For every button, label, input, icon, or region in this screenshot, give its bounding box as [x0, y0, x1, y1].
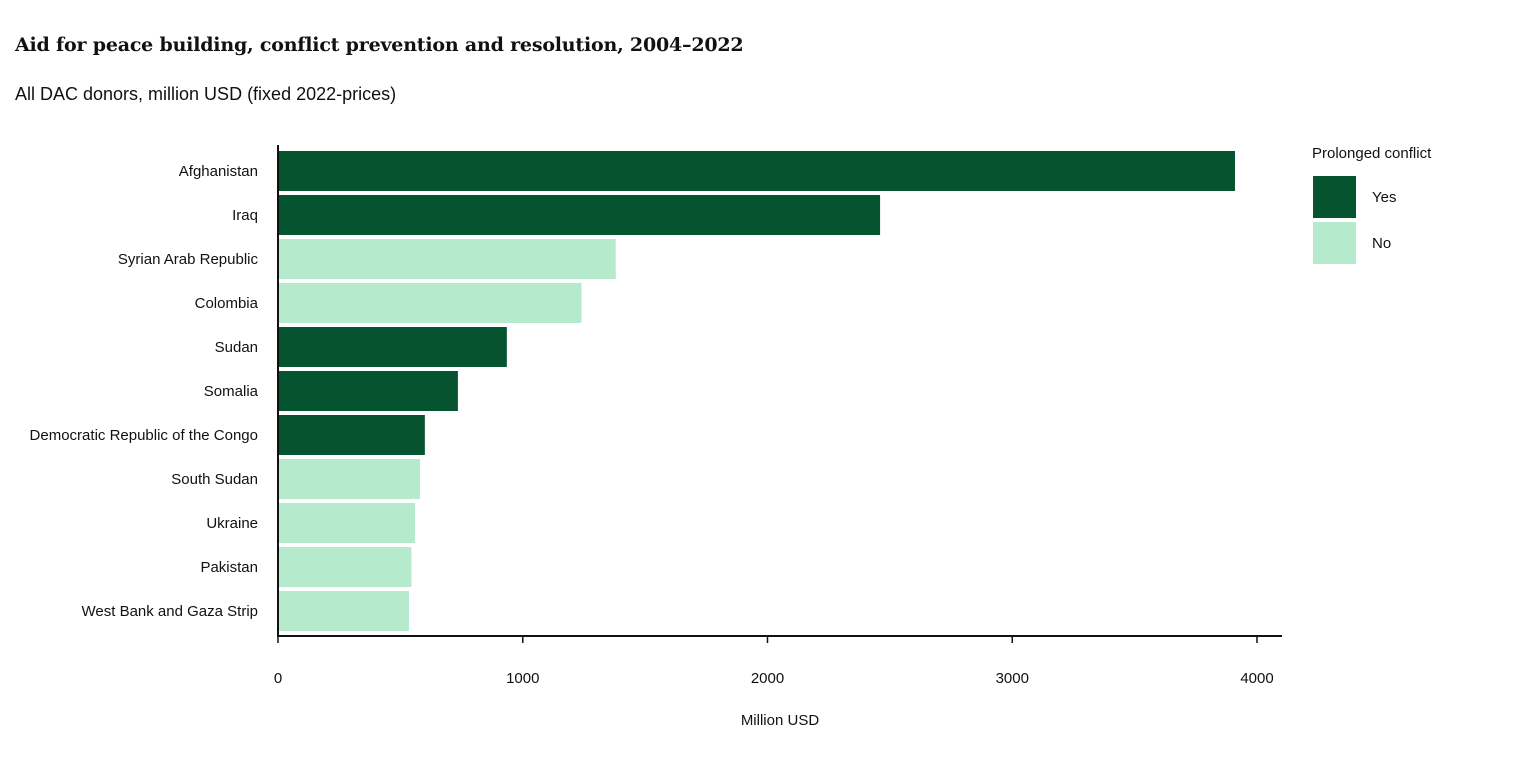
x-tick-label: 2000: [751, 670, 784, 687]
chart-title: Aid for peace building, conflict prevent…: [15, 34, 744, 56]
bar-south-sudan: [278, 459, 420, 499]
legend-title: Prolonged conflict: [1312, 145, 1432, 162]
chart-subtitle: All DAC donors, million USD (fixed 2022-…: [15, 84, 397, 104]
legend-label-yes: Yes: [1372, 189, 1396, 206]
bars-group: [278, 151, 1235, 631]
legend-swatch-no: [1313, 222, 1356, 264]
bar-west-bank-and-gaza-strip: [278, 591, 409, 631]
bar-iraq: [278, 195, 881, 235]
legend-swatch-yes: [1313, 176, 1356, 218]
bar-sudan: [278, 327, 507, 367]
bar-ukraine: [278, 503, 416, 543]
x-axis-title: Million USD: [741, 712, 820, 729]
x-tick-label: 0: [274, 670, 282, 687]
legend: Prolonged conflict Yes No: [1312, 145, 1432, 264]
category-label: Syrian Arab Republic: [118, 251, 259, 268]
bar-somalia: [278, 371, 458, 411]
category-label: Somalia: [204, 383, 259, 400]
category-label: Iraq: [232, 207, 258, 224]
category-label: Democratic Republic of the Congo: [30, 427, 258, 444]
bar-pakistan: [278, 547, 412, 587]
category-label: Afghanistan: [179, 163, 258, 180]
category-labels-group: Afghanistan Iraq Syrian Arab Republic Colom…: [30, 163, 259, 620]
bar-afghanistan: [278, 151, 1235, 191]
legend-label-no: No: [1372, 235, 1391, 252]
category-label: South Sudan: [171, 471, 258, 488]
legend-items: Yes No: [1313, 176, 1396, 264]
bar-colombia: [278, 283, 582, 323]
category-label: Colombia: [195, 295, 259, 312]
category-label: Sudan: [215, 339, 258, 356]
bar-democratic-republic-of-the-congo: [278, 415, 425, 455]
category-label: Pakistan: [200, 559, 258, 576]
x-axis: 0 1000 2000 3000 4000: [274, 635, 1282, 687]
category-label: West Bank and Gaza Strip: [82, 603, 258, 620]
x-tick-label: 3000: [996, 670, 1029, 687]
bar-syrian-arab-republic: [278, 239, 616, 279]
x-tick-label: 4000: [1240, 670, 1273, 687]
category-label: Ukraine: [206, 515, 258, 532]
x-tick-label: 1000: [506, 670, 539, 687]
